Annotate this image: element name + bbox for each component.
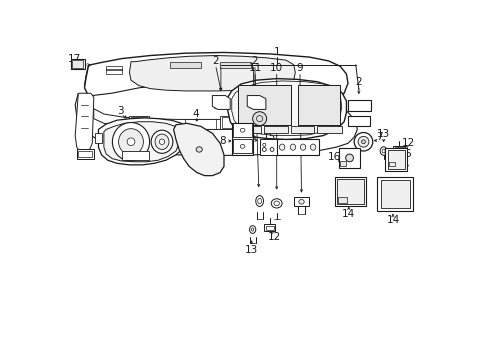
Bar — [393, 145, 405, 153]
Polygon shape — [247, 95, 266, 109]
Bar — [106, 66, 122, 70]
Bar — [385, 148, 407, 171]
Text: 12: 12 — [268, 232, 281, 242]
Bar — [339, 148, 361, 168]
Bar — [388, 150, 405, 169]
Text: 14: 14 — [342, 209, 355, 219]
Bar — [71, 59, 84, 69]
Ellipse shape — [159, 139, 165, 144]
Text: 10: 10 — [270, 63, 283, 73]
Bar — [181, 132, 188, 143]
Ellipse shape — [345, 154, 353, 162]
Text: 1: 1 — [273, 48, 280, 58]
Bar — [131, 117, 147, 128]
Ellipse shape — [354, 132, 373, 151]
Bar — [377, 177, 413, 211]
Bar — [221, 117, 238, 128]
Bar — [264, 126, 288, 133]
Ellipse shape — [300, 144, 306, 150]
Bar — [260, 139, 277, 155]
Ellipse shape — [112, 122, 149, 161]
Polygon shape — [75, 93, 94, 155]
Bar — [294, 197, 309, 206]
Bar — [389, 162, 395, 166]
Text: 17: 17 — [68, 54, 81, 64]
Ellipse shape — [256, 195, 264, 206]
Polygon shape — [94, 109, 325, 130]
Polygon shape — [104, 122, 179, 162]
Bar — [96, 132, 101, 143]
Ellipse shape — [290, 144, 295, 150]
Polygon shape — [228, 78, 346, 139]
Text: 7: 7 — [376, 132, 382, 142]
Ellipse shape — [358, 136, 369, 147]
Ellipse shape — [362, 140, 366, 144]
Polygon shape — [232, 81, 342, 136]
Ellipse shape — [127, 138, 135, 145]
Bar — [233, 139, 252, 153]
Bar — [337, 180, 364, 204]
Text: 2: 2 — [356, 77, 362, 87]
Bar — [348, 100, 371, 111]
Ellipse shape — [196, 147, 202, 152]
Text: 2: 2 — [212, 56, 219, 66]
Polygon shape — [173, 123, 224, 176]
Bar — [264, 224, 275, 231]
Bar — [170, 62, 201, 68]
Polygon shape — [212, 95, 230, 109]
Ellipse shape — [279, 144, 285, 150]
Text: 8: 8 — [219, 136, 226, 146]
Bar — [72, 60, 83, 68]
Bar — [232, 122, 253, 155]
Ellipse shape — [151, 130, 173, 153]
Bar — [291, 126, 314, 133]
Bar — [220, 116, 240, 130]
Text: 13: 13 — [377, 129, 390, 139]
Text: 4: 4 — [192, 109, 198, 119]
Text: 5: 5 — [249, 132, 256, 142]
Bar — [277, 139, 319, 155]
Ellipse shape — [253, 112, 267, 126]
Bar — [335, 177, 366, 206]
Text: 15: 15 — [262, 132, 275, 142]
Bar — [338, 197, 347, 203]
Bar — [122, 151, 149, 160]
Text: 16: 16 — [327, 152, 341, 162]
Bar — [77, 149, 94, 159]
Bar — [238, 85, 291, 125]
Bar — [220, 62, 251, 68]
Text: 12: 12 — [402, 138, 415, 148]
Bar — [381, 180, 410, 208]
Polygon shape — [98, 118, 187, 165]
Polygon shape — [75, 82, 357, 156]
Bar — [233, 123, 252, 137]
Ellipse shape — [271, 199, 282, 208]
Text: 9: 9 — [296, 63, 303, 73]
Text: 2: 2 — [252, 56, 258, 66]
Polygon shape — [84, 53, 348, 112]
Polygon shape — [129, 55, 295, 91]
Ellipse shape — [119, 129, 144, 155]
Bar — [348, 116, 369, 126]
Bar — [129, 116, 149, 130]
Bar — [106, 69, 122, 74]
Polygon shape — [84, 57, 345, 110]
Bar — [266, 226, 273, 230]
Text: 6: 6 — [404, 149, 411, 159]
Text: 13: 13 — [245, 244, 258, 255]
Ellipse shape — [299, 199, 304, 204]
Bar — [78, 151, 92, 157]
Bar — [238, 126, 261, 133]
Bar — [297, 85, 340, 125]
Bar — [340, 161, 346, 166]
Ellipse shape — [249, 226, 256, 233]
Text: 11: 11 — [248, 63, 262, 73]
Ellipse shape — [155, 134, 169, 149]
Text: 14: 14 — [386, 215, 399, 225]
Text: 3: 3 — [118, 106, 124, 116]
Ellipse shape — [380, 147, 387, 155]
Bar — [317, 126, 342, 133]
Bar — [394, 147, 404, 152]
Ellipse shape — [310, 144, 316, 150]
